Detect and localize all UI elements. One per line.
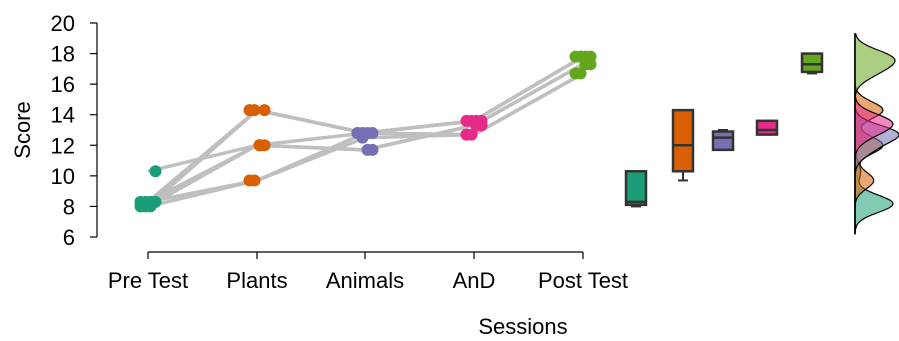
y-tick-label: 12 [51,133,75,158]
data-point [465,128,478,141]
x-tick-label: Pre Test [108,268,188,293]
box-rect [624,170,648,207]
y-tick-label: 20 [51,11,75,36]
data-point [258,104,271,117]
y-tick-label: 8 [63,194,75,219]
x-axis-title: Sessions [478,314,567,339]
box-rect [711,130,735,152]
y-axis-title: Score [10,101,35,158]
density-panel [854,33,899,235]
y-tick-label: 18 [51,42,75,67]
data-point [253,139,266,152]
data-point [584,50,597,63]
data-point [248,104,261,117]
data-point [366,143,379,156]
data-point [149,165,162,178]
x-tick-label: Animals [326,268,404,293]
data-point [475,114,488,127]
data-point [574,67,587,80]
y-tick-label: 6 [63,225,75,250]
x-tick-label: Plants [226,268,287,293]
y-tick-label: 10 [51,164,75,189]
chart-axes: 6 8 10 12 14 16 18 20 Pre Test Plants Animals AnD Po… [51,11,629,293]
y-tick-label: 16 [51,72,75,97]
x-tick-label: AnD [453,268,496,293]
data-points [134,50,597,213]
y-tick-label: 14 [51,103,75,128]
data-point [149,195,162,208]
data-point [366,127,379,140]
box-rect [755,119,779,136]
boxplot-panel [624,52,824,208]
density-curve [854,33,896,234]
box-rect [800,52,824,74]
box-rect [671,108,695,173]
x-tick-label: Post Test [538,268,628,293]
data-point [248,174,261,187]
